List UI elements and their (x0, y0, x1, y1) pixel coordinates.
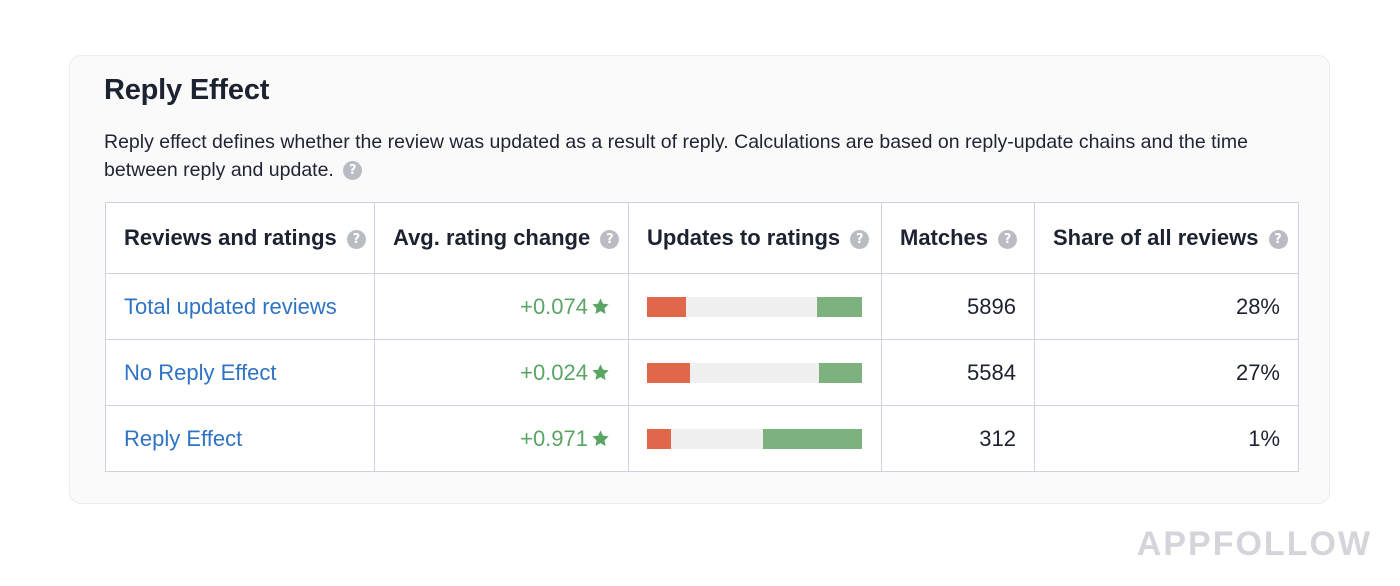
help-icon[interactable]: ? (600, 230, 620, 249)
row-link-total-updated-reviews[interactable]: Total updated reviews (124, 293, 337, 319)
table-header-row: Reviews and ratings ? Avg. rating change… (105, 202, 1299, 274)
updates-bar (647, 296, 862, 317)
star-icon (592, 363, 609, 380)
updates-bar-cell (628, 405, 882, 472)
matches-cell: 312 (881, 405, 1035, 472)
header-matches: Matches ? (881, 202, 1035, 274)
header-share-of-all-reviews: Share of all reviews ? (1034, 202, 1299, 274)
star-icon (592, 297, 609, 314)
matches-cell: 5584 (881, 339, 1035, 406)
header-label: Share of all reviews (1053, 225, 1259, 250)
card-title: Reply Effect (104, 74, 270, 106)
positive-updates-bar (819, 362, 862, 383)
avg-change-cell: +0.074 (374, 273, 629, 340)
help-icon[interactable]: ? (1268, 230, 1288, 249)
row-link-no-reply-effect[interactable]: No Reply Effect (124, 359, 277, 385)
updates-bar-cell (628, 339, 882, 406)
row-label-cell: Reply Effect (105, 405, 375, 472)
matches-cell: 5896 (881, 273, 1035, 340)
avg-change-value: +0.971 (520, 425, 588, 451)
table-row: Reply Effect +0.971 312 1% (105, 405, 1299, 472)
header-label: Matches (900, 225, 989, 250)
share-cell: 28% (1034, 273, 1299, 340)
help-icon[interactable]: ? (346, 230, 366, 249)
updates-bar-cell (628, 273, 882, 340)
header-label: Avg. rating change (393, 225, 591, 250)
positive-updates-bar (763, 428, 862, 449)
avg-change-cell: +0.971 (374, 405, 629, 472)
updates-bar (647, 428, 862, 449)
description-text: Reply effect defines whether the review … (104, 131, 1248, 181)
negative-updates-bar (647, 362, 690, 383)
star-icon (592, 429, 609, 446)
updates-bar (647, 362, 862, 383)
avg-change-value: +0.024 (520, 359, 588, 385)
help-icon[interactable]: ? (998, 230, 1018, 249)
positive-updates-bar (816, 296, 862, 317)
row-link-reply-effect[interactable]: Reply Effect (124, 425, 243, 451)
row-label-cell: No Reply Effect (105, 339, 375, 406)
table-row: Total updated reviews +0.074 5896 28% (105, 273, 1299, 340)
header-label: Reviews and ratings (124, 225, 337, 250)
reply-effect-card: Reply Effect Reply effect defines whethe… (69, 55, 1330, 504)
negative-updates-bar (647, 296, 686, 317)
help-icon[interactable]: ? (850, 230, 870, 249)
table-row: No Reply Effect +0.024 5584 27% (105, 339, 1299, 406)
card-description: Reply effect defines whether the review … (104, 128, 1254, 184)
header-avg-rating-change: Avg. rating change ? (374, 202, 629, 274)
share-cell: 1% (1034, 405, 1299, 472)
header-updates-to-ratings: Updates to ratings ? (628, 202, 882, 274)
avg-change-cell: +0.024 (374, 339, 629, 406)
reply-effect-table: Reviews and ratings ? Avg. rating change… (105, 202, 1299, 472)
appfollow-watermark: APPFOLLOW (1136, 525, 1372, 563)
header-label: Updates to ratings (647, 225, 841, 250)
description-help-icon[interactable]: ? (343, 161, 363, 180)
negative-updates-bar (647, 428, 671, 449)
avg-change-value: +0.074 (520, 293, 588, 319)
share-cell: 27% (1034, 339, 1299, 406)
row-label-cell: Total updated reviews (105, 273, 375, 340)
header-reviews-and-ratings: Reviews and ratings ? (105, 202, 375, 274)
